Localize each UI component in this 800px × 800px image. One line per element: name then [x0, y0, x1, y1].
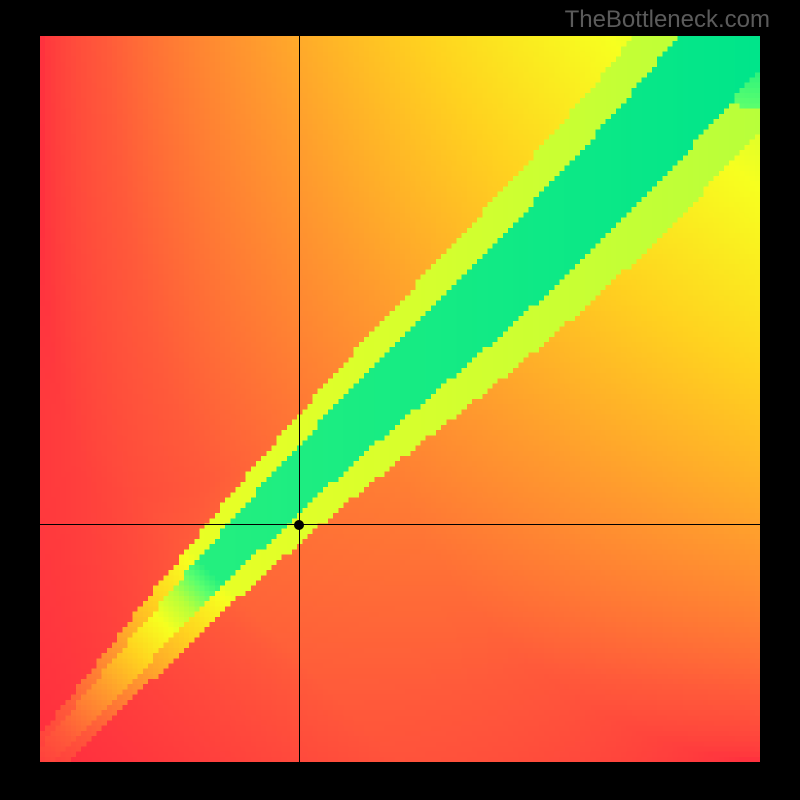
chart-stage: TheBottleneck.com	[0, 0, 800, 800]
crosshair-horizontal	[40, 524, 760, 525]
watermark-label: TheBottleneck.com	[565, 6, 770, 34]
marker-dot	[294, 520, 304, 530]
bottleneck-heatmap	[40, 36, 760, 762]
crosshair-vertical	[299, 36, 300, 762]
